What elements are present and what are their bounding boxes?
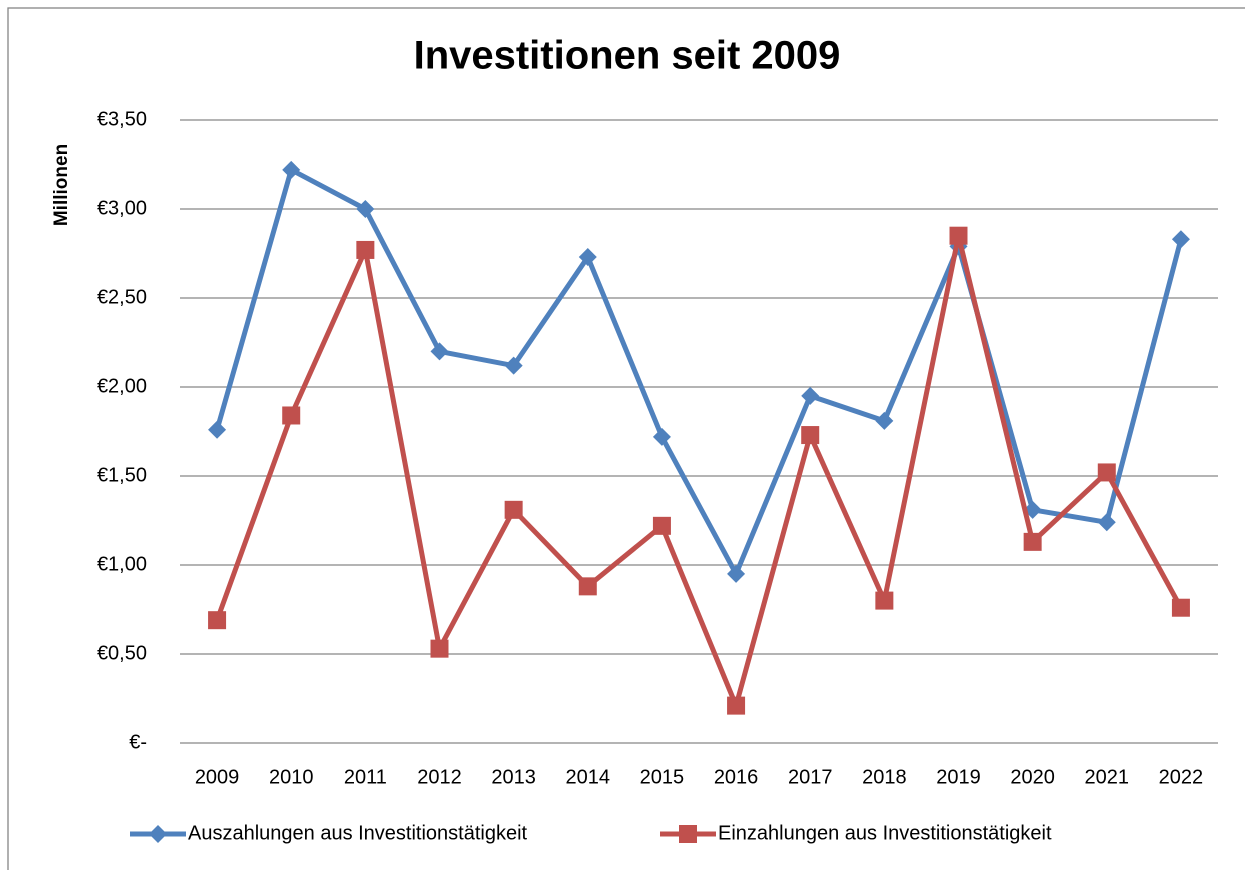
data-point	[356, 240, 375, 259]
x-tick-label: 2017	[788, 766, 833, 788]
x-tick-label: 2009	[195, 766, 240, 788]
data-point	[652, 516, 671, 535]
data-point	[875, 411, 894, 430]
x-tick-label: 2012	[417, 766, 462, 788]
data-point	[208, 611, 227, 630]
y-tick-label: €2,00	[97, 375, 147, 397]
x-tick-label: 2021	[1085, 766, 1130, 788]
x-tick-label: 2020	[1010, 766, 1055, 788]
y-tick-label: €-	[129, 731, 147, 753]
data-point	[282, 160, 301, 179]
data-point	[801, 426, 820, 445]
y-tick-label: €1,50	[97, 464, 147, 486]
x-tick-label: 2013	[491, 766, 536, 788]
x-tick-label: 2016	[714, 766, 759, 788]
x-tick-label: 2011	[344, 766, 387, 788]
x-tick-label: 2019	[936, 766, 981, 788]
data-point	[504, 356, 523, 375]
data-point	[1023, 532, 1042, 551]
y-axis-label: Millionen	[51, 144, 72, 226]
chart-title: Investitionen seit 2009	[414, 34, 841, 78]
data-point	[652, 427, 671, 446]
data-point	[282, 406, 301, 425]
x-tick-label: 2018	[862, 766, 907, 788]
y-tick-label: €2,50	[97, 286, 147, 308]
data-point	[727, 564, 746, 583]
data-point	[801, 386, 820, 405]
data-point	[504, 500, 523, 519]
legend-label: Auszahlungen aus Investitionstätigkeit	[188, 822, 528, 844]
series-line	[214, 167, 1184, 577]
data-point	[578, 248, 597, 267]
x-tick-label: 2014	[566, 766, 611, 788]
y-tick-label: €3,00	[97, 197, 147, 219]
data-point	[1023, 500, 1042, 519]
data-point	[1171, 598, 1190, 617]
legend-swatch-marker	[149, 825, 167, 843]
data-point	[1097, 513, 1116, 532]
data-point	[430, 639, 449, 658]
data-point	[1171, 230, 1190, 249]
data-point	[356, 200, 375, 218]
legend-swatch-marker	[679, 825, 697, 843]
data-point	[727, 696, 746, 715]
x-tick-label: 2010	[269, 766, 314, 788]
data-point	[208, 420, 227, 439]
y-tick-label: €3,50	[97, 108, 147, 130]
data-point	[949, 226, 968, 245]
legend-label: Einzahlungen aus Investitionstätigkeit	[718, 822, 1052, 844]
data-point	[875, 591, 894, 610]
y-tick-label: €0,50	[97, 642, 147, 664]
chart-border	[7, 7, 1245, 870]
data-point	[430, 342, 449, 361]
data-point	[1097, 463, 1116, 482]
data-point	[578, 577, 597, 596]
x-tick-label: 2022	[1159, 766, 1204, 788]
y-tick-label: €1,00	[97, 553, 147, 575]
x-tick-label: 2015	[640, 766, 685, 788]
series-line	[214, 233, 1184, 709]
